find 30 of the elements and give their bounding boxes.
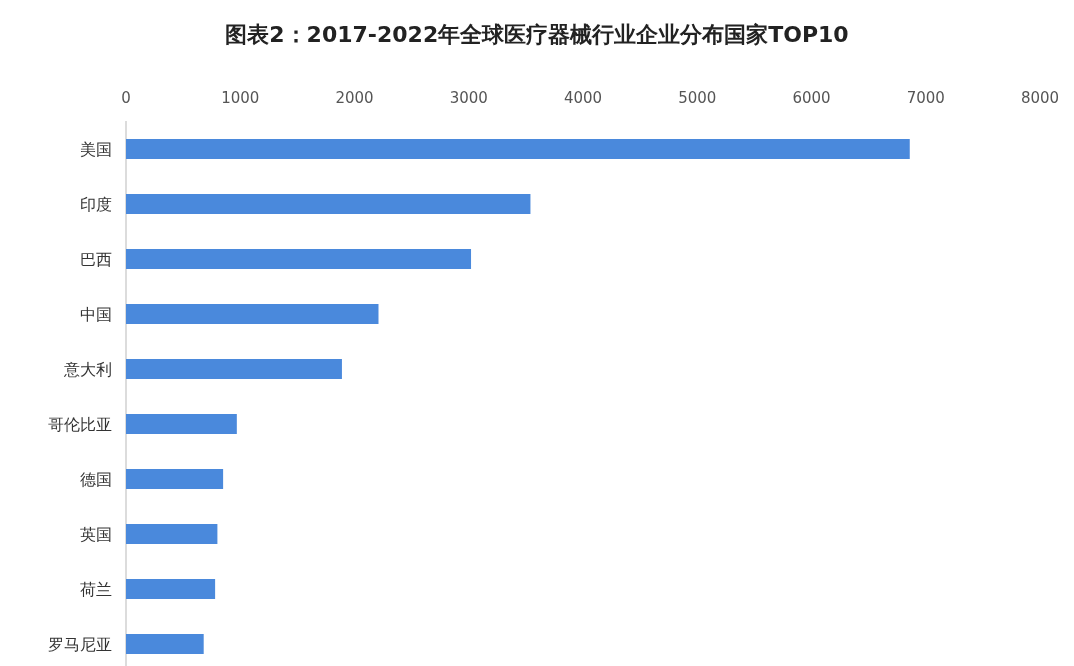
x-tick-label: 4000: [563, 89, 603, 107]
bar: [126, 579, 216, 599]
chart-title: 图表2：2017-2022年全球医疗器械行业企业分布国家TOP10: [225, 22, 849, 47]
x-tick-label: 1000: [221, 89, 260, 107]
bar: [126, 249, 472, 269]
x-tick-label: 8000: [1020, 89, 1060, 107]
bar: [126, 524, 218, 544]
y-tick-label: 德国: [80, 470, 112, 489]
x-tick-label: 2000: [335, 89, 374, 107]
y-tick-label: 荷兰: [80, 580, 112, 599]
x-tick-label: 0: [121, 89, 131, 107]
y-tick-label: 巴西: [80, 250, 112, 269]
x-tick-label: 7000: [906, 89, 945, 107]
y-tick-label: 罗马尼亚: [48, 635, 112, 654]
bar: [126, 139, 910, 159]
bar: [126, 634, 204, 654]
x-tick-label: 6000: [792, 89, 831, 107]
bar: [126, 414, 237, 434]
y-tick-label: 意大利: [63, 360, 112, 379]
y-tick-label: 英国: [80, 525, 112, 544]
bar: [126, 359, 342, 379]
y-tick-label: 印度: [80, 195, 112, 214]
y-tick-label: 中国: [80, 305, 112, 324]
x-tick-label: 3000: [449, 89, 488, 107]
bar: [126, 304, 379, 324]
y-tick-label: 哥伦比亚: [48, 415, 112, 434]
bar: [126, 194, 531, 214]
y-tick-label: 美国: [80, 140, 112, 159]
bar: [126, 469, 224, 489]
x-tick-label: 5000: [678, 89, 717, 107]
